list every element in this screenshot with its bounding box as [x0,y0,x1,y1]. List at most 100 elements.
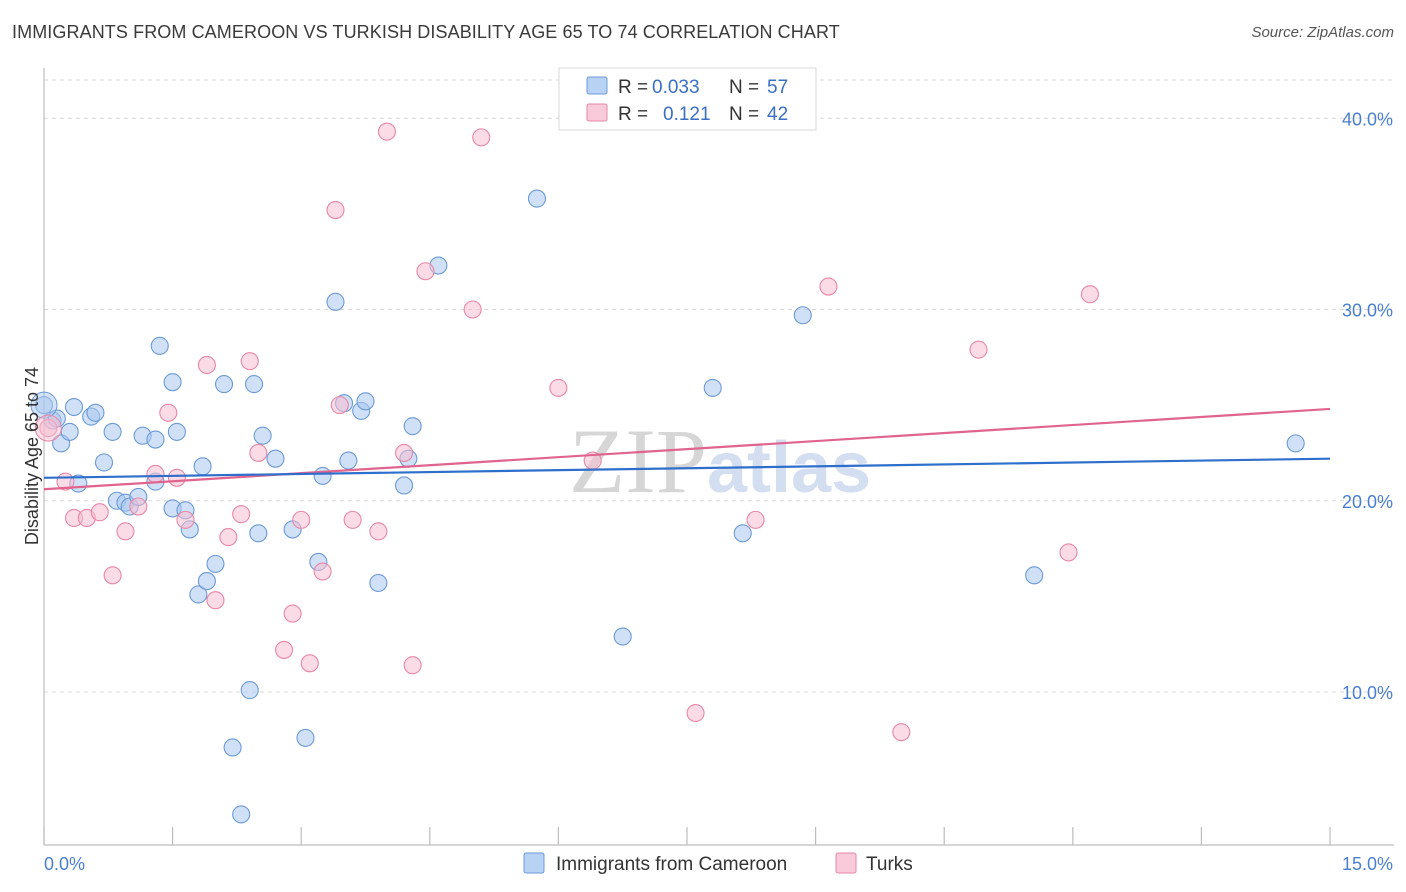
point-cameroon [146,430,165,449]
point-cameroon [793,306,812,325]
bottom-legend-label-cameroon: Immigrants from Cameroon [556,854,787,875]
point-turks [463,300,482,319]
point-cameroon [232,805,251,824]
point-turks [326,201,345,220]
point-cameroon [189,585,208,604]
point-turks [116,522,135,541]
point-cameroon [64,397,84,417]
point-cameroon [613,627,632,646]
point-cameroon [223,738,242,757]
legend-n-value-cameroon: 57 [767,77,788,98]
chart-title: IMMIGRANTS FROM CAMEROON VS TURKISH DISA… [12,22,840,42]
bottom-legend-swatch-cameroon [523,852,545,874]
point-cameroon [1025,566,1044,585]
source-label: Source: ZipAtlas.com [1251,24,1394,41]
point-cameroon [733,524,752,543]
point-cameroon [356,392,375,411]
point-turks [232,505,251,524]
point-cameroon [150,336,169,355]
y-tick-label: 10.0% [1342,683,1393,703]
point-cameroon [206,554,225,573]
legend-swatch-turks [586,103,608,122]
point-cameroon [163,373,182,392]
point-turks [472,128,491,147]
point-cameroon [86,403,105,422]
point-cameroon [326,292,345,311]
legend-r-label-turks: R = [618,104,648,125]
bottom-legend-label-turks: Turks [866,854,913,875]
point-turks [969,340,988,359]
point-turks [686,703,705,723]
point-cameroon [244,375,264,394]
point-turks [240,352,259,371]
point-turks [300,654,319,673]
point-cameroon [167,422,186,441]
point-cameroon [703,378,722,397]
bottom-legend: Immigrants from Cameroon Turks [523,852,913,875]
point-cameroon [214,375,234,394]
point-turks [377,122,396,141]
point-turks [549,378,568,397]
point-cameroon [253,426,272,445]
legend-swatch-cameroon [586,76,608,95]
point-turks [819,277,838,296]
point-turks [197,355,216,375]
point-cameroon [296,728,315,747]
point-cameroon [339,451,358,470]
point-cameroon [395,476,414,495]
point-turks [206,591,225,610]
point-turks [167,468,186,487]
legend: R = 0.033 N = 57 R = 0.121 N = 42 [558,67,817,131]
x-tick-label-max: 15.0% [1342,854,1393,874]
bottom-legend-swatch-turks [835,852,857,874]
watermark: ZIPatlas [569,410,871,512]
point-cameroon [527,189,547,208]
y-tick-label: 40.0% [1342,109,1393,129]
point-cameroon [266,449,285,468]
point-cameroon [240,681,259,700]
y-tick-label: 20.0% [1342,492,1393,512]
axes [43,68,1394,846]
point-turks [313,562,332,581]
point-turks [283,604,302,623]
legend-r-value-cameroon: 0.033 [652,77,700,98]
trend-line-cameroon [43,457,1331,479]
point-turks [395,443,414,462]
point-turks [292,510,311,529]
point-turks [1080,285,1099,304]
point-cameroon [197,572,216,591]
trend-lines [43,407,1331,491]
point-cameroon [313,466,332,485]
point-turks [219,528,238,547]
legend-r-value-turks: 0.121 [663,104,711,125]
point-turks [275,640,294,659]
point-cameroon [193,457,212,476]
point-turks [403,656,422,675]
point-cameroon [369,573,388,593]
point-turks [746,510,765,529]
point-turks [129,497,148,516]
y-tick-labels: 10.0% 20.0% 30.0% 40.0% [1342,109,1393,703]
series-turks-points [34,122,1099,742]
point-turks [369,522,388,541]
y-tick-label: 30.0% [1342,301,1393,321]
point-turks [176,510,195,529]
point-turks [146,464,165,484]
legend-r-label-cameroon: R = [618,77,648,98]
legend-n-value-turks: 42 [767,104,788,125]
point-cameroon [94,453,114,472]
legend-n-label-cameroon: N = [729,77,759,98]
point-cameroon [103,422,122,441]
point-turks [103,566,122,585]
x-tick-label-min: 0.0% [44,854,85,874]
point-turks [892,723,911,742]
point-cameroon [60,422,79,441]
point-turks [249,443,268,462]
point-turks [90,503,109,522]
point-cameroon [249,524,268,543]
point-turks [343,510,362,529]
point-cameroon [403,417,422,436]
legend-n-label-turks: N = [729,104,759,125]
point-turks [416,262,435,281]
